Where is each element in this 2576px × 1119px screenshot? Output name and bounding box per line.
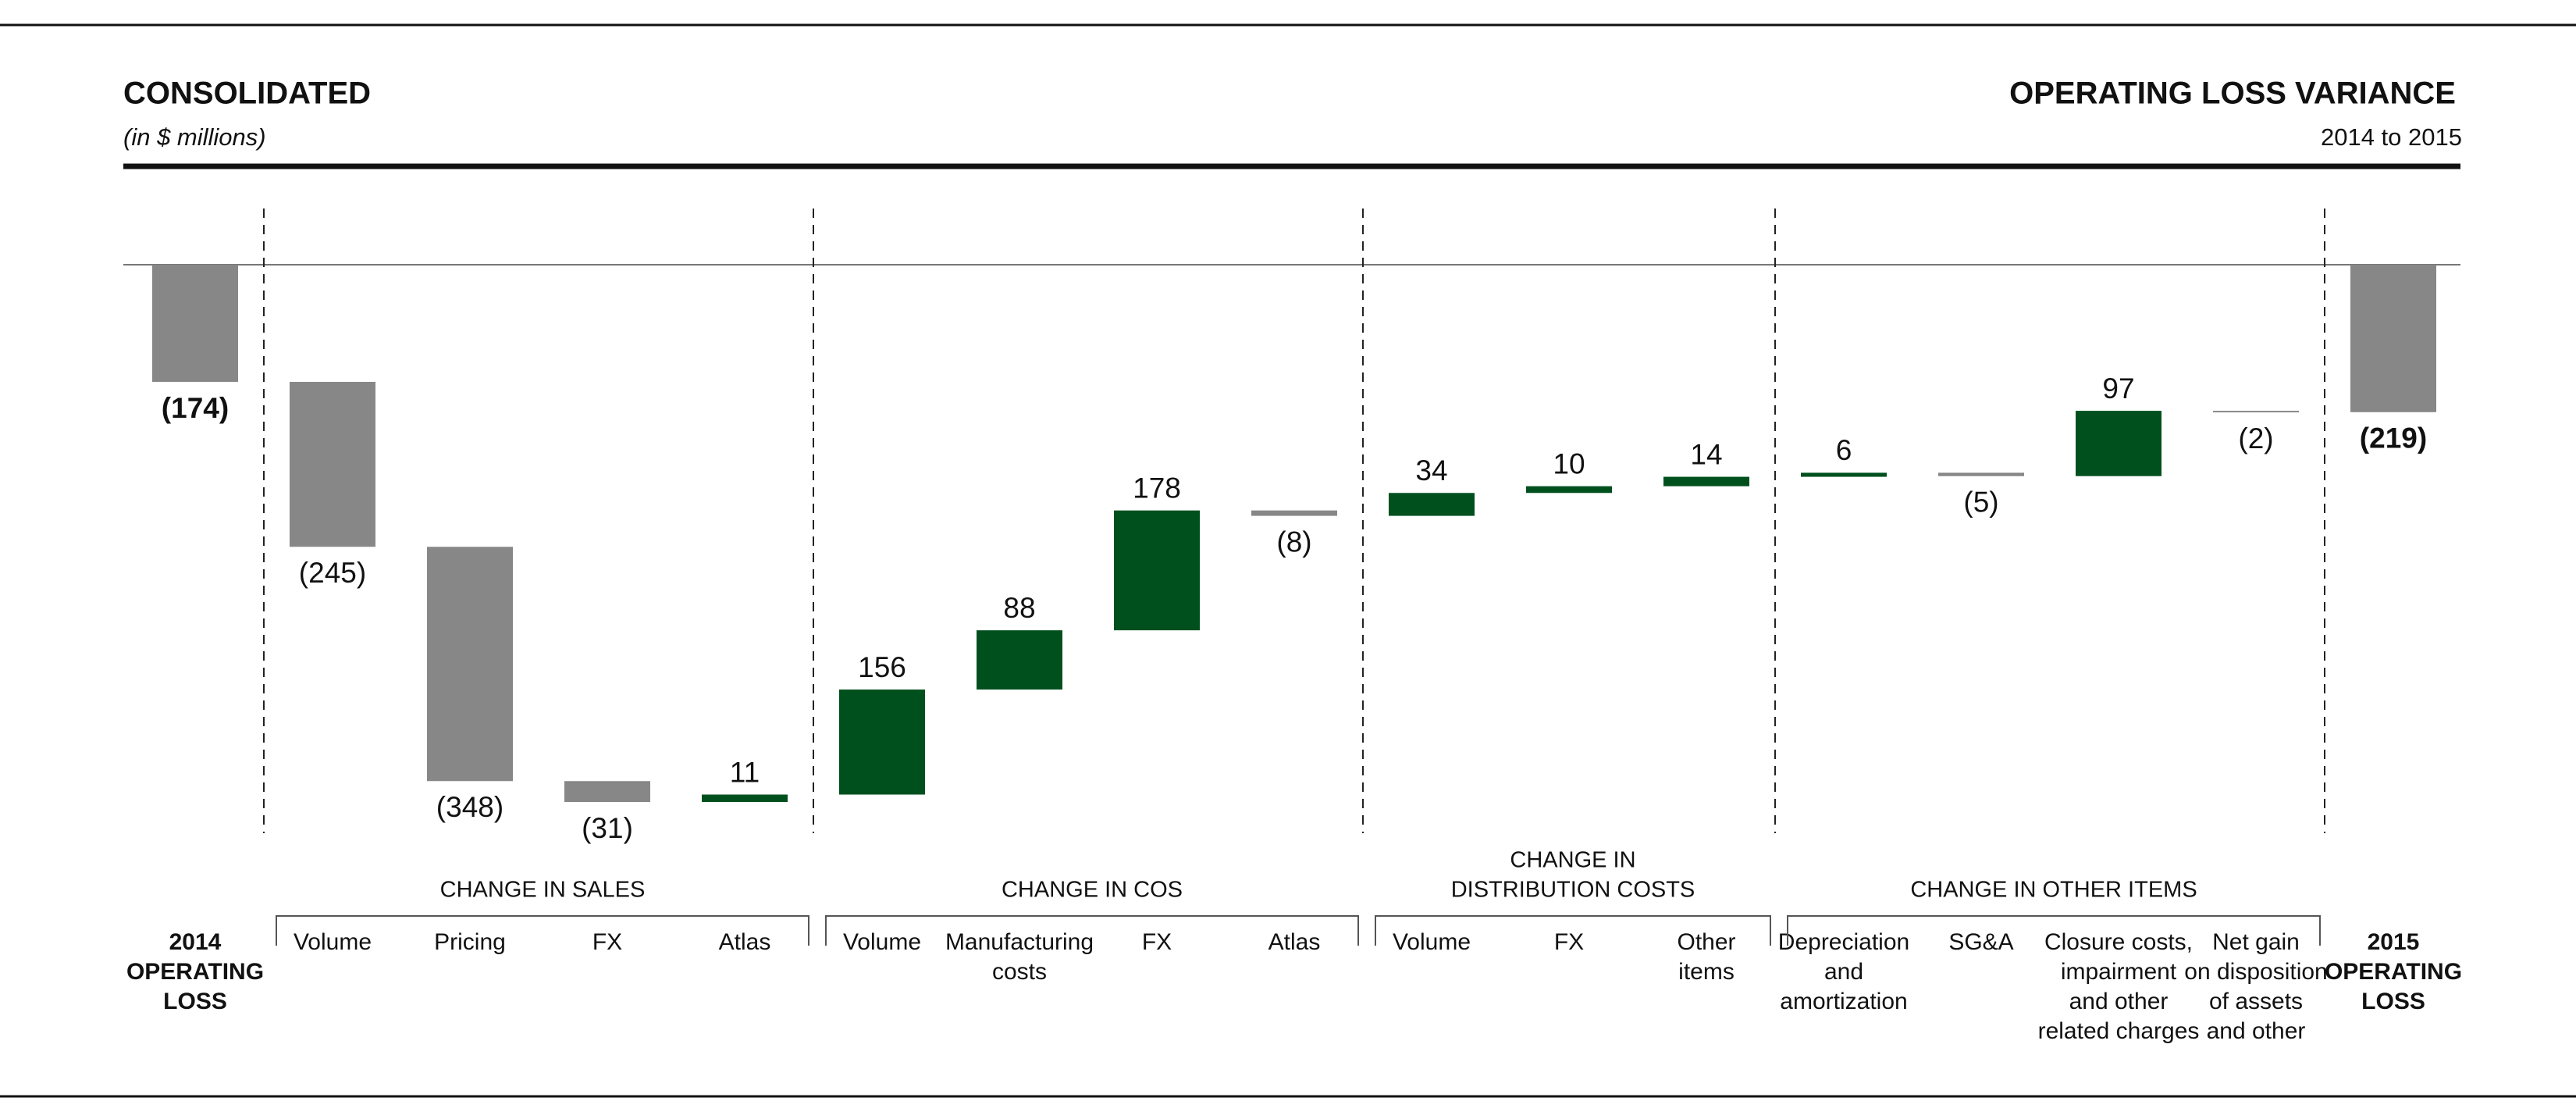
category-label: costs: [992, 959, 1047, 985]
value-label: (31): [582, 812, 633, 844]
value-label: 88: [1003, 592, 1035, 624]
group-label: DISTRIBUTION COSTS: [1451, 878, 1695, 903]
category-label: and: [1824, 959, 1863, 985]
category-label: OPERATING: [126, 959, 264, 985]
category-label: 2014: [169, 929, 222, 955]
value-label: 97: [2102, 372, 2134, 404]
group-label: CHANGE IN COS: [1002, 878, 1183, 903]
category-label: and other: [2069, 989, 2169, 1014]
value-label: 178: [1133, 472, 1181, 504]
bar: [1251, 510, 1337, 516]
bar: [290, 382, 375, 547]
group-bracket: [1375, 915, 1771, 946]
category-label: Other: [1677, 929, 1735, 955]
category-label: FX: [592, 929, 622, 955]
value-label: (348): [436, 791, 503, 823]
category-label: FX: [1142, 929, 1172, 955]
bar: [2213, 411, 2299, 413]
category-label: Net gain: [2212, 929, 2300, 955]
category-label: and other: [2207, 1018, 2306, 1044]
value-label: (2): [2238, 422, 2273, 454]
bar: [1801, 472, 1887, 477]
right-title: OPERATING LOSS VARIANCE: [2009, 77, 2456, 111]
category-label: Manufacturing: [945, 929, 1094, 955]
bar: [1389, 493, 1475, 516]
value-label: (219): [2360, 422, 2427, 454]
category-label: on disposition: [2184, 959, 2327, 985]
category-label: 2015: [2368, 929, 2420, 955]
category-label: LOSS: [2361, 989, 2425, 1014]
bar: [702, 794, 788, 802]
group-label: CHANGE IN SALES: [440, 878, 646, 903]
category-label: Volume: [1393, 929, 1471, 955]
value-label: (5): [1963, 486, 1998, 518]
category-label: FX: [1554, 929, 1584, 955]
category-label: OPERATING: [2325, 959, 2462, 985]
right-subtitle: 2014 to 2015: [2321, 123, 2462, 151]
bar: [152, 265, 238, 383]
category-label: Atlas: [719, 929, 771, 955]
group-bracket: [825, 915, 1359, 946]
bar: [427, 547, 513, 782]
category-label: LOSS: [163, 989, 227, 1014]
category-label: Pricing: [434, 929, 506, 955]
category-label: related charges: [2038, 1018, 2200, 1044]
chart-subtitle: (in $ millions): [123, 123, 266, 151]
bar: [1663, 476, 1749, 486]
bar: [1938, 472, 2024, 476]
category-label: Depreciation: [1778, 929, 1909, 955]
bar: [1114, 510, 1200, 631]
category-label: SG&A: [1948, 929, 2013, 955]
value-label: 34: [1415, 454, 1447, 486]
bar: [977, 630, 1062, 690]
group-label: CHANGE IN: [1510, 848, 1635, 873]
category-label: items: [1678, 959, 1735, 985]
value-label: 10: [1553, 447, 1585, 479]
bar: [564, 781, 650, 802]
value-label: (245): [299, 557, 366, 589]
category-label: Volume: [843, 929, 921, 955]
bar: [839, 690, 925, 795]
value-label: (8): [1276, 526, 1311, 558]
group-bracket: [276, 915, 809, 946]
category-label: of assets: [2209, 989, 2303, 1014]
category-label: impairment: [2061, 959, 2177, 985]
value-label: 11: [730, 756, 760, 788]
category-label: Closure costs,: [2044, 929, 2193, 955]
value-label: (174): [162, 392, 229, 424]
value-label: 6: [1836, 434, 1852, 466]
value-label: 156: [858, 651, 906, 683]
group-label: CHANGE IN OTHER ITEMS: [1910, 878, 2197, 903]
bar: [2350, 265, 2436, 412]
category-label: Volume: [294, 929, 372, 955]
group-bracket: [1787, 915, 2321, 946]
category-label: amortization: [1780, 989, 1907, 1014]
value-label: 14: [1690, 438, 1722, 470]
bar: [1526, 486, 1612, 494]
category-label: Atlas: [1268, 929, 1321, 955]
bar: [2076, 411, 2161, 476]
chart-title: CONSOLIDATED: [123, 77, 371, 111]
